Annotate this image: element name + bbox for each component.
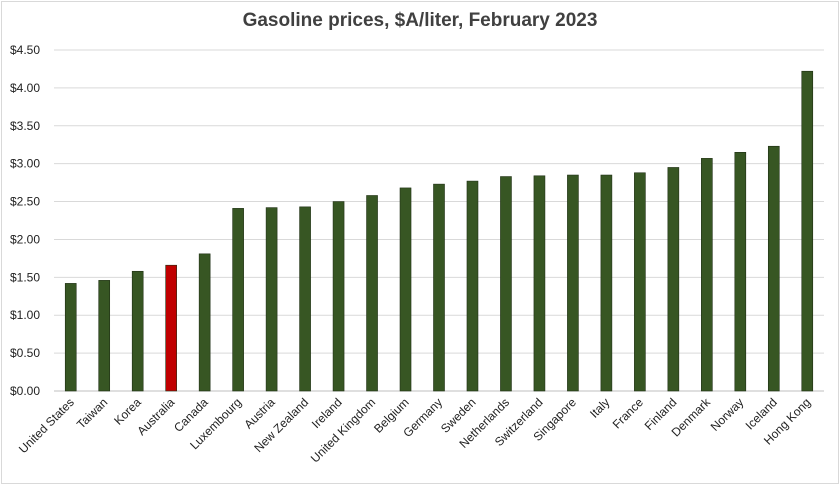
bar-canada [198, 253, 211, 392]
x-tick-label: United States [16, 395, 77, 456]
bars [64, 70, 814, 392]
bar-austria [265, 207, 278, 392]
bar-belgium [399, 187, 412, 392]
x-tick-label: Taiwan [74, 395, 110, 431]
x-tick-label: Italy [587, 395, 612, 420]
x-tick-label: Australia [134, 395, 177, 438]
bar-hong-kong [801, 70, 814, 392]
bar-netherlands [500, 176, 512, 392]
bar-new-zealand [299, 206, 311, 392]
bar-ireland [332, 201, 345, 392]
bar-france [634, 172, 646, 392]
bar-germany [433, 183, 445, 392]
y-tick-label: $0.00 [10, 384, 40, 398]
y-tick-label: $3.50 [10, 119, 40, 133]
y-tick-label: $1.00 [10, 308, 40, 322]
y-tick-label: $3.00 [10, 157, 40, 171]
x-tick-label: France [610, 395, 647, 432]
bar-sweden [466, 180, 479, 392]
y-axis-ticks: $0.00 $0.50 $1.00 $1.50 $2.00 $2.50 $3.00 $3.50… [10, 43, 40, 398]
bar-norway [734, 152, 747, 392]
bar-korea [131, 270, 144, 392]
bar-iceland [767, 145, 780, 392]
bar-united-kingdom [366, 195, 378, 392]
y-tick-label: $1.50 [10, 270, 40, 284]
chart-title: Gasoline prices, $A/liter, February 2023 [242, 10, 598, 31]
x-tick-label: Norway [708, 395, 747, 434]
y-tick-label: $4.50 [10, 43, 40, 57]
bar-united-states [64, 283, 77, 392]
y-tick-label: $4.00 [10, 81, 40, 95]
bar-australia [165, 264, 177, 392]
bar-luxembourg [232, 208, 244, 392]
y-tick-label: $2.00 [10, 232, 40, 246]
bar-italy [600, 174, 613, 392]
bar-singapore [567, 174, 579, 392]
bar-denmark [701, 158, 713, 392]
bar-finland [667, 167, 680, 392]
bar-switzerland [533, 175, 546, 392]
y-tick-label: $0.50 [10, 346, 40, 360]
bar-taiwan [98, 280, 111, 392]
y-tick-label: $2.50 [10, 195, 40, 209]
